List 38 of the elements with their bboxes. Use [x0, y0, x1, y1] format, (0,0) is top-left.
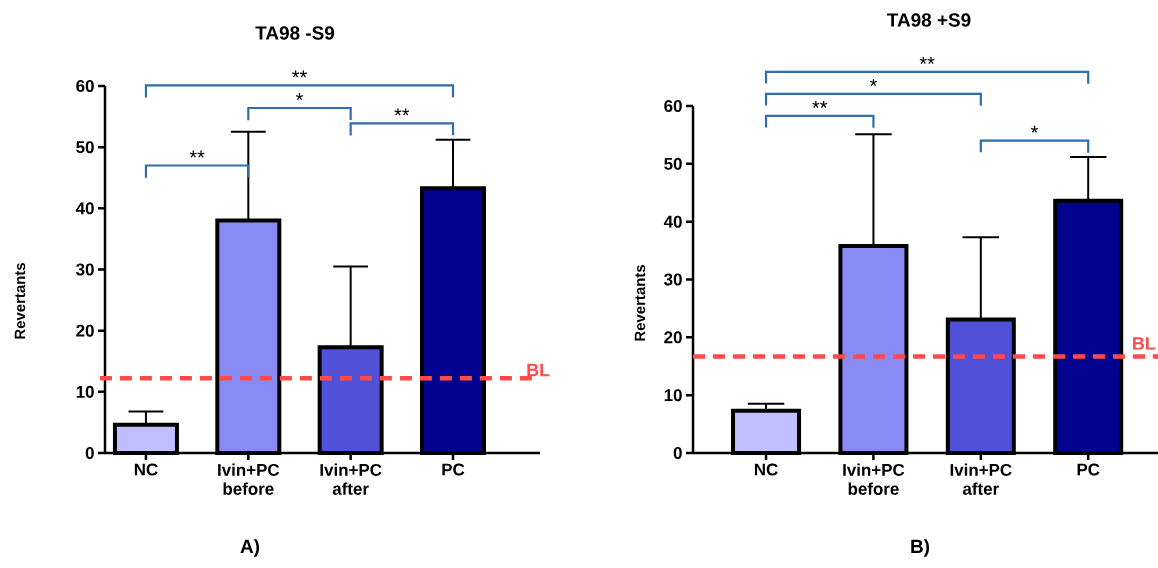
- y-tick-label: 50: [664, 157, 682, 170]
- text: **: [292, 70, 307, 78]
- text: B): [911, 539, 930, 557]
- y-tick-label: 40: [663, 215, 682, 228]
- y-tick-label: 0: [673, 446, 682, 459]
- x-tick-label: NC: [134, 463, 158, 476]
- chart-title: TA98 -S9: [255, 26, 335, 40]
- y-tick-label: 10: [664, 389, 682, 402]
- y-tick-label: 60: [664, 99, 682, 112]
- x-tick-label: Ivin+PC before: [843, 463, 905, 495]
- text: **: [919, 56, 935, 64]
- x-tick-label: Ivin+PC after: [950, 463, 1012, 495]
- annotation: **: [394, 108, 410, 116]
- annotation: *: [1030, 125, 1039, 133]
- ref-line-label: BL: [527, 363, 550, 377]
- y-tick-label: 30: [664, 273, 682, 286]
- x-tick-label: PC: [1077, 463, 1100, 476]
- y-tick-label: 20: [664, 331, 682, 344]
- ref-line-label: BL: [1133, 337, 1156, 350]
- x-tick-label: Ivin+PC after: [320, 463, 382, 495]
- y-tick-label: 0: [85, 446, 94, 459]
- y-tick-label: 10: [76, 385, 94, 398]
- x-tick-label: Ivin+PC before: [218, 463, 280, 495]
- x-tick-label: PC: [442, 463, 465, 476]
- y-tick-label: 20: [76, 324, 94, 337]
- chart-title: TA98 +S9: [887, 13, 971, 27]
- y-tick-label: 30: [76, 263, 94, 276]
- y-axis-title: Revertants: [634, 265, 646, 341]
- text: *: [869, 78, 877, 86]
- y-tick-label: 40: [75, 202, 94, 215]
- annotation: *: [295, 93, 304, 101]
- annotation: **: [812, 100, 828, 108]
- x-tick-label: NC: [754, 463, 778, 476]
- y-axis-title: Revertants: [14, 263, 26, 339]
- annotation: **: [189, 150, 205, 158]
- text: A): [240, 539, 260, 557]
- y-tick-label: 60: [76, 79, 94, 92]
- y-tick-label: 50: [76, 141, 94, 154]
